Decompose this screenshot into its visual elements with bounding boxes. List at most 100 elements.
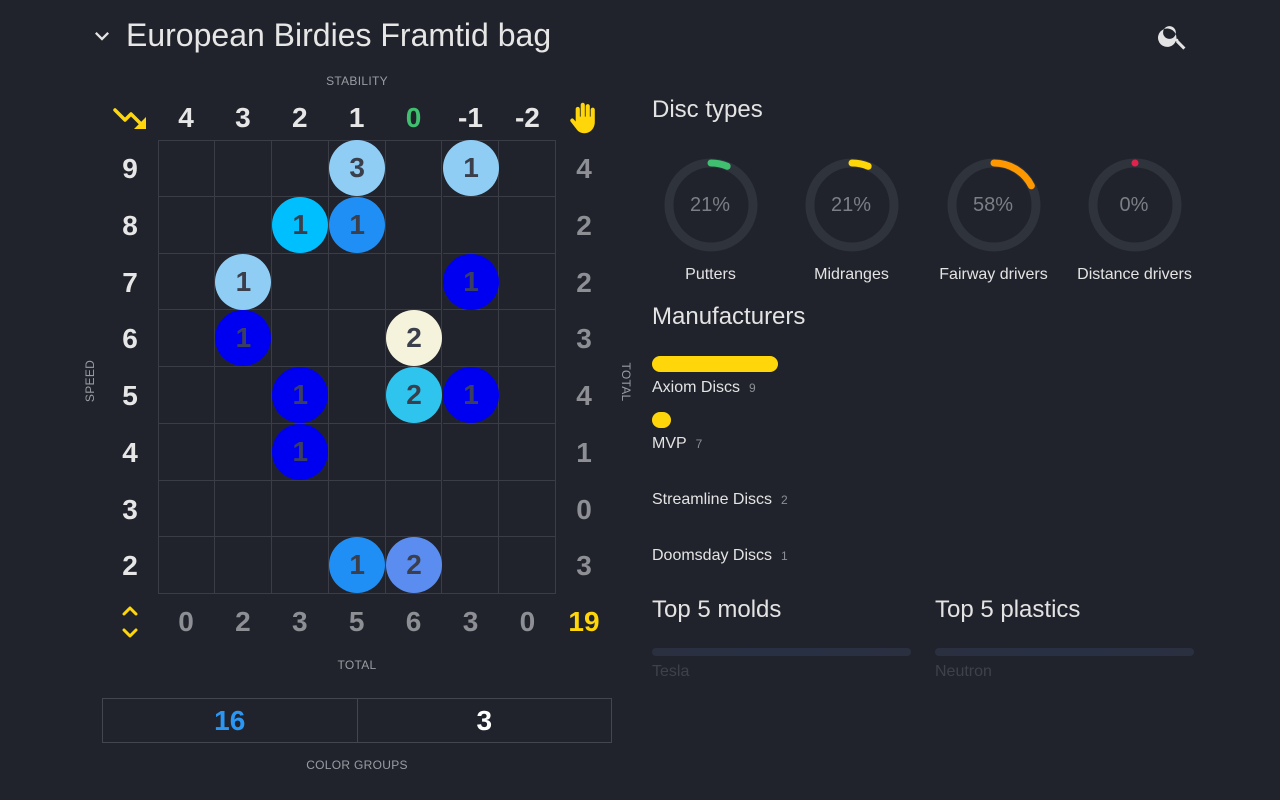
disc-marker[interactable]: 2	[386, 367, 443, 423]
top-mold-name[interactable]: Tesla	[652, 663, 690, 680]
grid-cell[interactable]	[328, 423, 386, 481]
speed-row-header[interactable]: 3	[122, 493, 138, 525]
grid-cell[interactable]	[214, 423, 272, 481]
grid-cell[interactable]	[499, 367, 557, 424]
disc-marker[interactable]: 1	[443, 367, 499, 423]
grid-cell[interactable]	[499, 253, 557, 311]
grid-cell[interactable]	[442, 196, 500, 254]
disc-type-donut[interactable]	[1085, 155, 1185, 255]
disc-type-label[interactable]: Midranges	[814, 266, 889, 283]
disc-marker[interactable]: 1	[215, 310, 272, 367]
grid-cell[interactable]	[214, 480, 272, 538]
stability-column-header[interactable]: 0	[405, 102, 422, 133]
speed-row-header[interactable]: 2	[122, 550, 138, 582]
disc-marker[interactable]: 3	[329, 140, 386, 196]
grid-cell[interactable]	[442, 423, 500, 481]
disc-marker[interactable]: 1	[329, 537, 386, 594]
grid-cell[interactable]	[271, 367, 329, 424]
grid-cell[interactable]	[158, 480, 215, 538]
color-group-count-1[interactable]: 16	[214, 705, 246, 736]
grid-cell[interactable]	[499, 423, 557, 481]
disc-type-label[interactable]: Distance drivers	[1077, 266, 1192, 283]
grid-cell[interactable]	[328, 367, 386, 424]
grid-cell[interactable]	[214, 310, 272, 367]
stability-column-header[interactable]: 1	[348, 102, 365, 133]
speed-row-header[interactable]: 7	[122, 266, 138, 298]
grid-cell[interactable]	[271, 423, 329, 481]
top-plastic-name[interactable]: Neutron	[935, 663, 992, 680]
grid-cell[interactable]	[499, 480, 557, 538]
hand-icon[interactable]	[567, 100, 601, 136]
grid-cell[interactable]	[158, 140, 215, 197]
chevron-down-icon[interactable]	[88, 22, 116, 50]
grid-cell[interactable]	[499, 196, 557, 254]
grid-cell[interactable]	[385, 253, 443, 311]
grid-cell[interactable]	[328, 140, 386, 197]
grid-cell[interactable]	[442, 480, 500, 538]
grid-cell[interactable]	[214, 537, 272, 594]
grid-cell[interactable]	[214, 196, 272, 254]
grid-cell[interactable]	[385, 480, 443, 538]
manufacturer-item[interactable]: Axiom Discs 9	[652, 379, 756, 397]
manufacturer-item[interactable]: Doomsday Discs 1	[652, 547, 788, 565]
grid-cell[interactable]	[385, 196, 443, 254]
grid-cell[interactable]	[271, 480, 329, 538]
grid-cell[interactable]	[328, 537, 386, 594]
grid-cell[interactable]	[158, 367, 215, 424]
stability-column-header[interactable]: -2	[514, 102, 540, 133]
manufacturer-item[interactable]: Streamline Discs 2	[652, 491, 788, 509]
grid-cell[interactable]	[499, 140, 557, 197]
disc-marker[interactable]: 1	[272, 367, 329, 423]
speed-row-header[interactable]: 4	[122, 436, 138, 468]
stability-column-header[interactable]: 2	[292, 102, 308, 133]
disc-marker[interactable]: 1	[443, 140, 499, 196]
disc-type-donut[interactable]	[802, 155, 902, 255]
speed-row-header[interactable]: 9	[122, 153, 138, 184]
color-group-count-2[interactable]: 3	[356, 699, 612, 742]
stability-column-header[interactable]: -1	[458, 102, 483, 133]
grid-cell[interactable]	[328, 480, 386, 538]
grid-cell[interactable]	[271, 253, 329, 311]
disc-type-donut[interactable]	[944, 155, 1044, 255]
stability-column-header[interactable]: 4	[178, 102, 194, 133]
disc-type-donut[interactable]	[661, 155, 761, 255]
disc-type-label[interactable]: Fairway drivers	[939, 266, 1048, 283]
grid-cell[interactable]	[158, 196, 215, 254]
grid-cell[interactable]	[328, 196, 386, 254]
speed-row-header[interactable]: 6	[122, 323, 138, 355]
grid-cell[interactable]	[328, 253, 386, 311]
stability-column-header[interactable]: 3	[235, 102, 251, 133]
grid-cell[interactable]	[214, 253, 272, 311]
disc-marker[interactable]: 1	[329, 196, 386, 253]
speed-row-header[interactable]: 5	[122, 380, 138, 411]
grid-cell[interactable]	[499, 537, 557, 594]
grid-cell[interactable]	[158, 423, 215, 481]
grid-cell[interactable]	[328, 310, 386, 367]
disc-marker[interactable]: 1	[443, 253, 499, 310]
grid-cell[interactable]	[499, 310, 557, 367]
search-icon[interactable]	[1156, 19, 1190, 53]
grid-cell[interactable]	[271, 196, 329, 254]
disc-type-label[interactable]: Putters	[685, 266, 736, 283]
grid-cell[interactable]	[214, 367, 272, 424]
grid-cell[interactable]	[271, 537, 329, 594]
grid-cell[interactable]	[158, 537, 215, 594]
grid-cell[interactable]	[271, 310, 329, 367]
disc-marker[interactable]: 2	[386, 537, 443, 594]
disc-marker[interactable]: 1	[272, 196, 329, 253]
grid-cell[interactable]	[442, 537, 500, 594]
grid-cell[interactable]	[271, 140, 329, 197]
manufacturer-item[interactable]: MVP 7	[652, 435, 702, 453]
disc-marker[interactable]: 2	[386, 310, 443, 367]
grid-cell[interactable]	[385, 140, 443, 197]
grid-cell[interactable]	[385, 423, 443, 481]
speed-row-header[interactable]: 8	[122, 209, 138, 241]
grid-cell[interactable]	[158, 253, 215, 311]
grid-cell[interactable]	[442, 310, 500, 367]
grid-cell[interactable]	[214, 140, 272, 197]
grid-cell[interactable]	[158, 310, 215, 367]
disc-marker[interactable]: 1	[272, 423, 329, 480]
disc-marker[interactable]: 1	[215, 253, 272, 310]
trending-down-icon[interactable]	[112, 104, 150, 134]
expand-collapse-icon[interactable]	[118, 604, 142, 640]
